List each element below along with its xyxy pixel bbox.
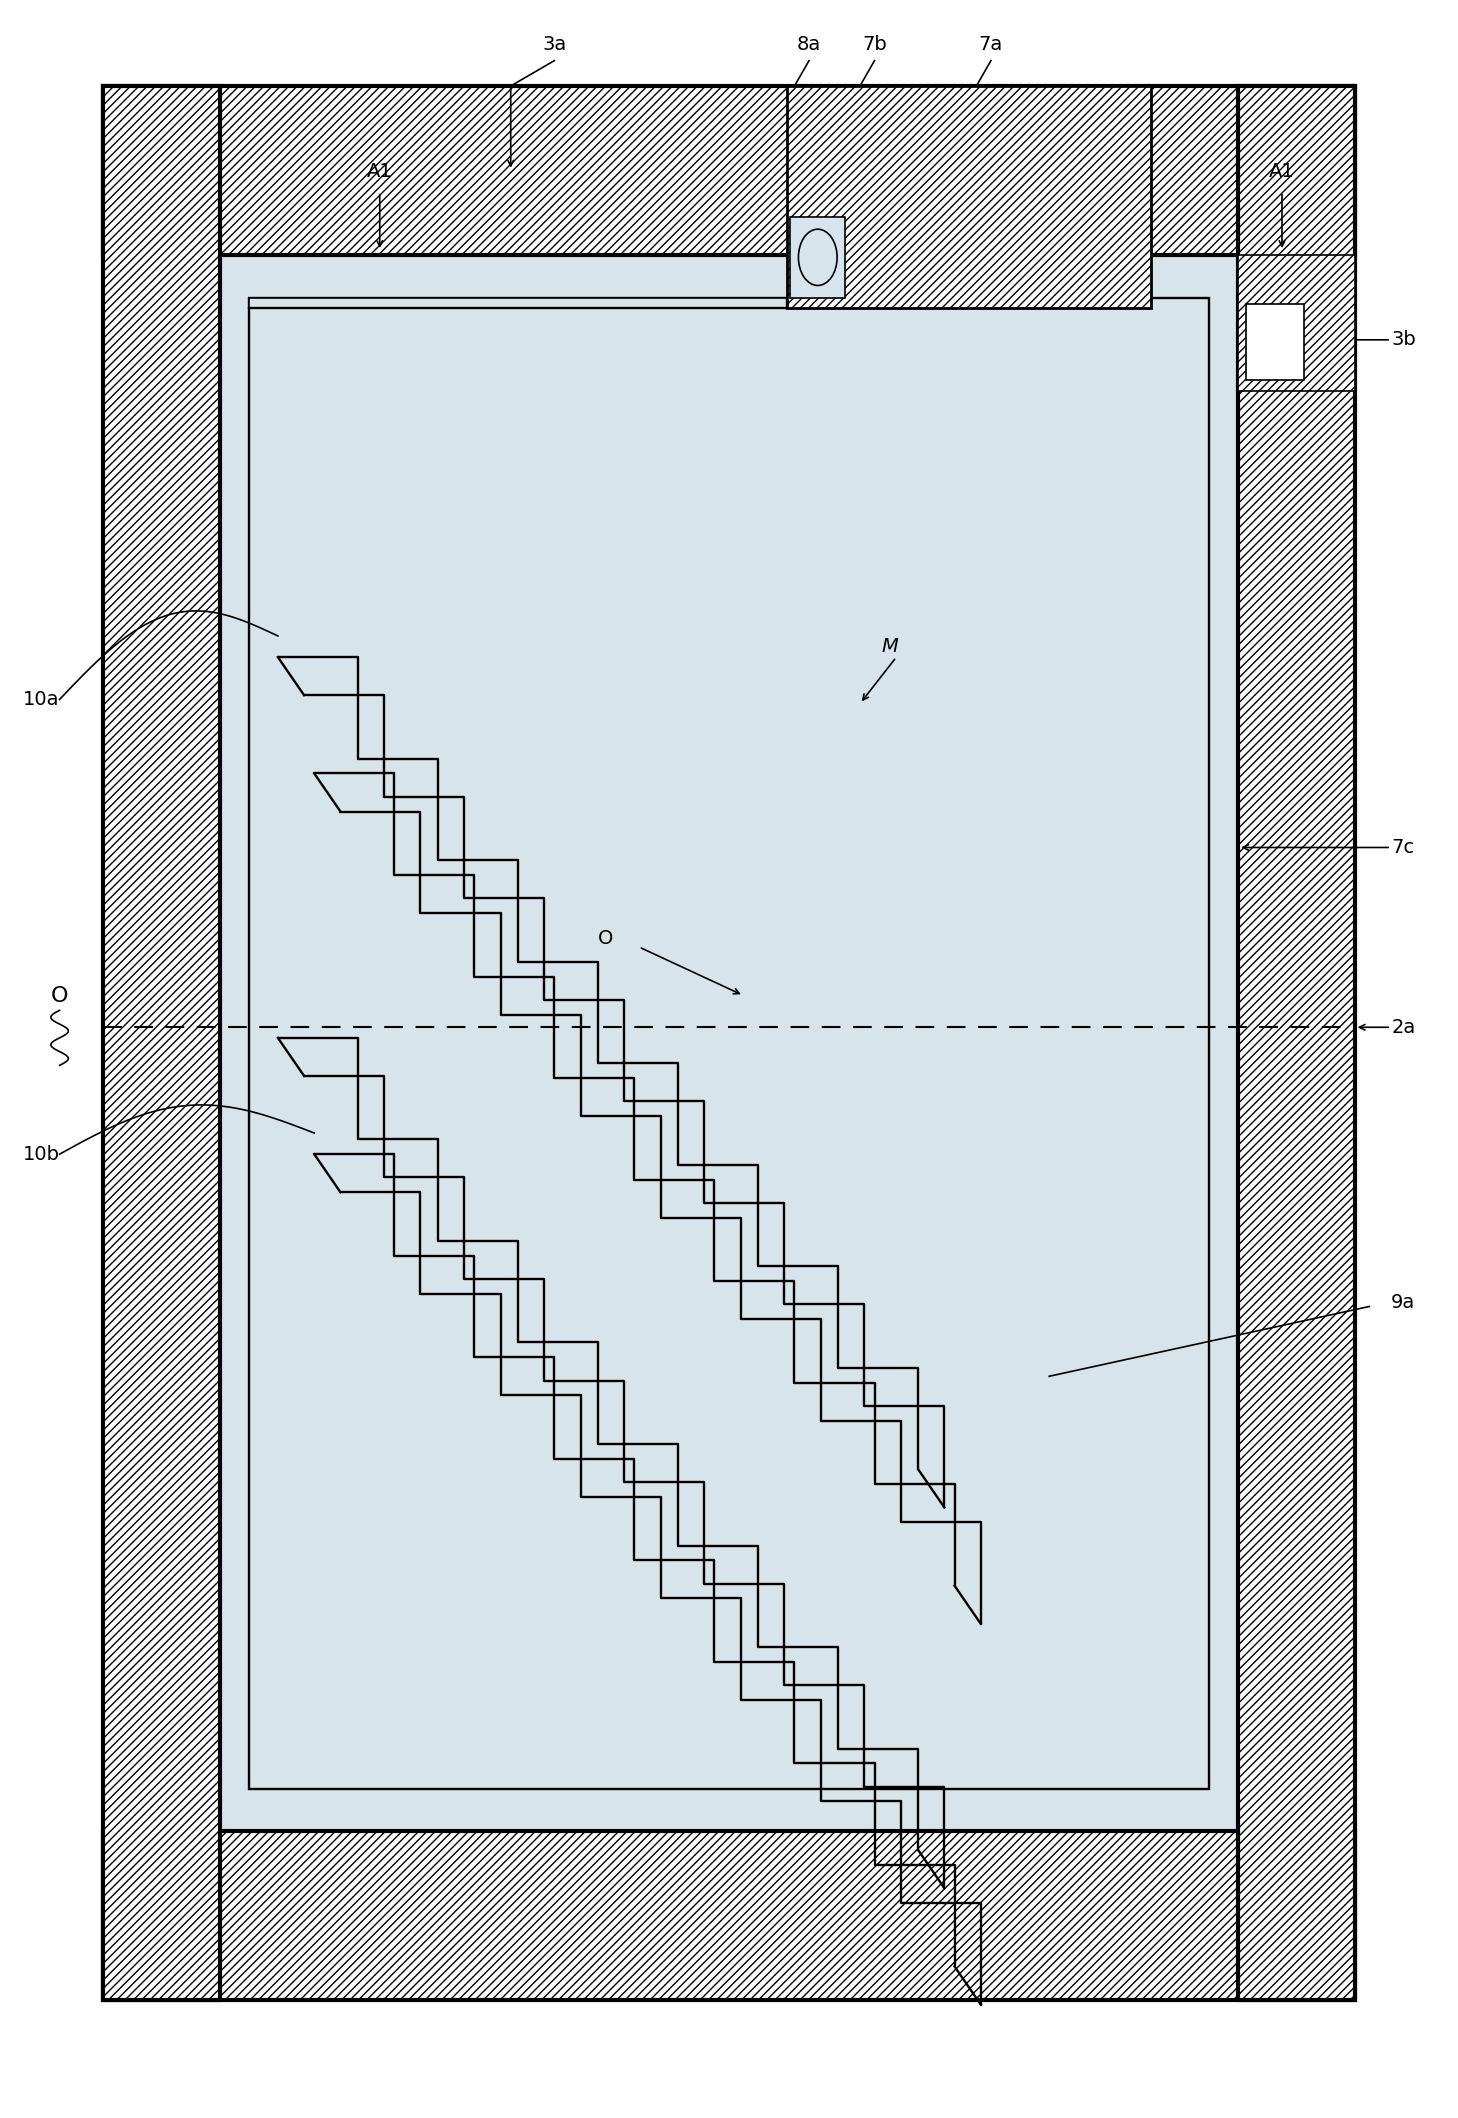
Text: 9a: 9a: [1391, 1292, 1416, 1311]
Bar: [1245, 303, 1303, 379]
Bar: [104, 87, 1354, 254]
Text: 8a: 8a: [798, 36, 821, 55]
Bar: [249, 297, 1209, 1790]
Bar: [104, 87, 220, 1999]
Text: O: O: [51, 985, 69, 1006]
Text: 3b: 3b: [1391, 330, 1416, 349]
Text: O: O: [598, 930, 612, 949]
Text: 2a: 2a: [1391, 1019, 1416, 1038]
Bar: [787, 87, 1150, 307]
Text: 10a: 10a: [23, 690, 60, 710]
Bar: [249, 297, 787, 307]
Bar: [790, 218, 846, 297]
Text: A1: A1: [367, 163, 392, 182]
Bar: [1238, 254, 1354, 390]
Text: 7b: 7b: [862, 36, 886, 55]
Text: 7c: 7c: [1391, 839, 1414, 858]
Text: M: M: [882, 638, 898, 657]
Text: 10b: 10b: [22, 1144, 60, 1163]
Text: 3a: 3a: [542, 36, 567, 55]
Bar: [104, 1832, 1354, 1999]
Bar: [220, 254, 1238, 1832]
Text: A1: A1: [1268, 163, 1295, 182]
Bar: [1238, 87, 1354, 1999]
Text: 7a: 7a: [978, 36, 1003, 55]
